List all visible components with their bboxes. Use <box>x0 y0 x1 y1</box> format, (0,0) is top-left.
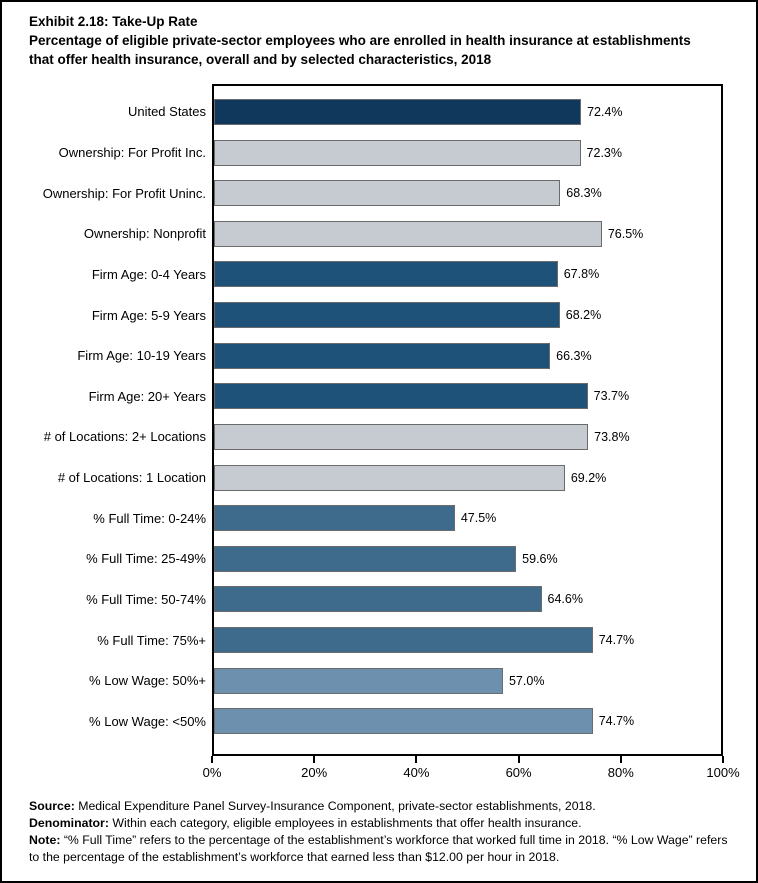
bar-category-label: # of Locations: 1 Location <box>57 470 206 486</box>
bar-row: # of Locations: 2+ Locations 73.8% <box>44 417 721 458</box>
bar-value-label: 76.5% <box>607 226 644 241</box>
denominator-label: Denominator: <box>29 815 109 830</box>
bar-value-label: 47.5% <box>460 511 497 526</box>
bar <box>214 98 582 125</box>
bar <box>214 464 565 491</box>
bar-category-label: Firm Age: 5-9 Years <box>91 307 206 323</box>
bar-row: % Full Time: 50-74% 64.6% <box>86 579 721 620</box>
chart-header: Exhibit 2.18: Take-Up Rate Percentage of… <box>2 2 756 70</box>
bar <box>214 667 503 694</box>
bar-value-label: 73.7% <box>593 389 630 404</box>
denominator-text: Within each category, eligible employees… <box>108 815 582 830</box>
bar <box>214 342 551 369</box>
bar-value-label: 68.2% <box>565 308 602 323</box>
axis-tick-label: 40% <box>403 764 430 780</box>
bar-category-label: % Full Time: 75%+ <box>97 632 206 648</box>
bar-row: % Full Time: 75%+ 74.7% <box>97 620 721 661</box>
axis-tick-mark <box>722 755 724 763</box>
bar <box>214 708 593 735</box>
bar-category-label: Firm Age: 0-4 Years <box>91 266 206 282</box>
bar-category-label: % Full Time: 0-24% <box>93 510 206 526</box>
bar-category-label: % Low Wage: 50%+ <box>89 673 206 689</box>
axis-tick-mark <box>517 755 520 763</box>
bar-value-label: 67.8% <box>563 267 600 282</box>
bar <box>214 545 517 572</box>
bar-row: Firm Age: 0-4 Years 67.8% <box>92 254 721 295</box>
axis-tick-mark <box>211 755 213 763</box>
axis-tick-label: 60% <box>505 764 532 780</box>
bar <box>214 180 561 207</box>
bar-row: # of Locations: 1 Location 69.2% <box>58 457 721 498</box>
bar-value-label: 74.7% <box>598 633 635 648</box>
source-note: Source: Medical Expenditure Panel Survey… <box>29 798 728 815</box>
x-axis: 0% 20% 40% 60% 80% 100% <box>203 755 740 790</box>
bar-row: Firm Age: 5-9 Years 68.2% <box>92 295 721 336</box>
denominator-note: Denominator: Within each category, eligi… <box>29 815 728 832</box>
bar-value-label: 64.6% <box>547 592 583 607</box>
bar-value-label: 57.0% <box>508 673 545 688</box>
bar-row: % Low Wage: <50% 74.7% <box>89 701 721 742</box>
bar <box>214 261 558 288</box>
axis-tick-label: 100% <box>706 764 740 780</box>
bar-row: Firm Age: 20+ Years 73.7% <box>89 376 721 417</box>
bar-row: % Full Time: 25-49% 59.6% <box>86 539 721 580</box>
bar-value-label: 59.6% <box>522 551 558 566</box>
axis-tick-label: 20% <box>301 764 328 780</box>
bar-value-label: 74.7% <box>598 714 635 729</box>
bar <box>214 586 542 613</box>
bar <box>214 423 589 450</box>
bar-value-label: 72.3% <box>586 145 622 160</box>
bar-category-label: % Low Wage: <50% <box>89 713 206 729</box>
bar-category-label: United States <box>127 104 206 120</box>
note-text: “% Full Time” refers to the percentage o… <box>29 832 728 864</box>
bar <box>214 302 560 329</box>
axis-tick-mark <box>313 755 316 763</box>
bar-category-label: % Full Time: 25-49% <box>86 551 206 567</box>
bar-row: % Low Wage: 50%+ 57.0% <box>89 660 721 701</box>
bar-chart-plot-area: United States 72.4% Ownership: For Profi… <box>43 83 723 756</box>
chart-subtitle: Percentage of eligible private-sector em… <box>29 32 691 67</box>
bar <box>214 627 593 654</box>
bar-row: Ownership: For Profit Uninc. 68.3% <box>43 173 721 214</box>
bar-category-label: Ownership: Nonprofit <box>83 226 206 242</box>
bar-value-label: 69.2% <box>570 470 607 485</box>
bar-row: Ownership: For Profit Inc. 72.3% <box>59 132 721 173</box>
bar-value-label: 72.4% <box>587 104 623 119</box>
bar-category-label: Firm Age: 10-19 Years <box>77 348 206 364</box>
bar-category-label: Ownership: For Profit Inc. <box>58 145 206 161</box>
bar <box>214 139 581 166</box>
axis-tick-mark <box>415 755 418 763</box>
axis-tick-mark <box>619 755 622 763</box>
source-text: Medical Expenditure Panel Survey-Insuran… <box>74 798 596 813</box>
exhibit-title: Exhibit 2.18: Take-Up Rate <box>29 14 198 29</box>
bar-value-label: 73.8% <box>594 429 630 444</box>
bar-row: Ownership: Nonprofit 76.5% <box>84 214 721 255</box>
bar-row: % Full Time: 0-24% 47.5% <box>93 498 721 539</box>
bar <box>214 220 602 247</box>
source-label: Source: <box>29 798 75 813</box>
axis-tick-label: 0% <box>202 764 222 780</box>
bar-category-label: # of Locations: 2+ Locations <box>43 429 206 445</box>
bar-value-label: 68.3% <box>566 186 602 201</box>
bar-category-label: Firm Age: 20+ Years <box>88 388 206 404</box>
note-label: Note: <box>29 832 61 847</box>
footnotes: Source: Medical Expenditure Panel Survey… <box>29 798 728 866</box>
bar-value-label: 66.3% <box>556 348 592 363</box>
bar-category-label: % Full Time: 50-74% <box>86 591 206 607</box>
bar-category-label: Ownership: For Profit Uninc. <box>42 185 206 201</box>
bar <box>214 505 455 532</box>
note: Note: “% Full Time” refers to the percen… <box>29 832 728 866</box>
bar-row: United States 72.4% <box>128 92 721 133</box>
bar <box>214 383 588 410</box>
axis-tick-label: 80% <box>607 764 634 780</box>
bar-row: Firm Age: 10-19 Years 66.3% <box>77 335 721 376</box>
